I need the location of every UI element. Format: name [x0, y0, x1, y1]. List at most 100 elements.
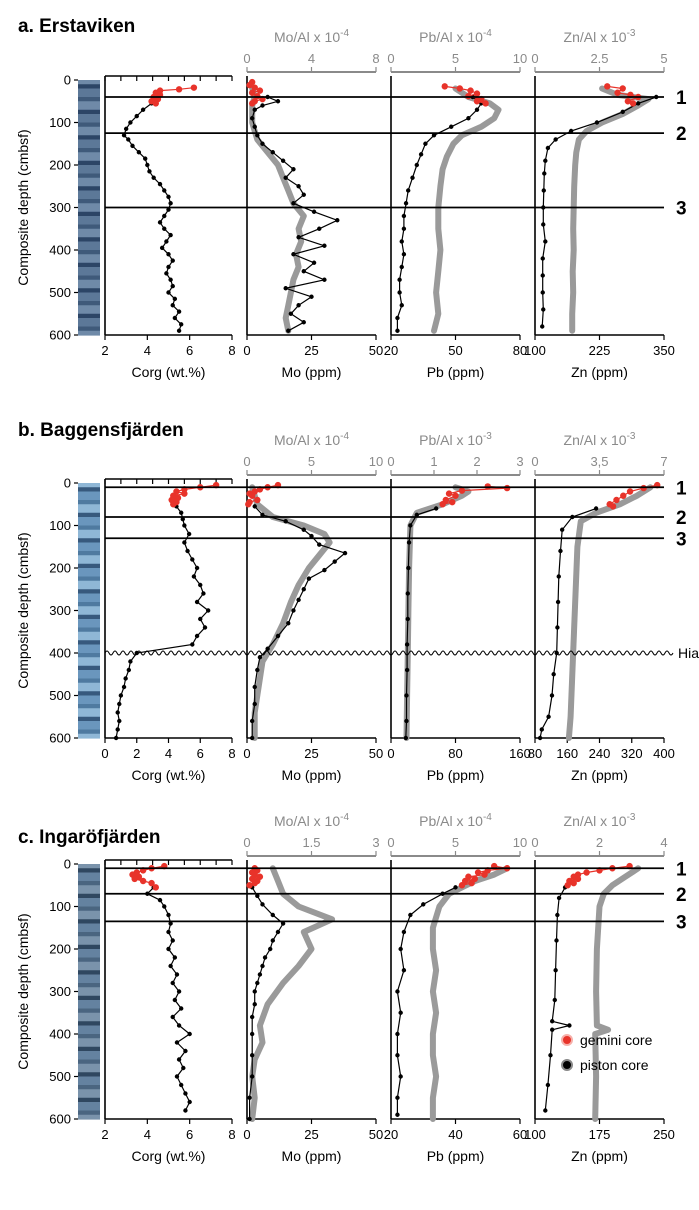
piston-point: [147, 169, 152, 174]
chart-title: c. Ingaröfjärden: [18, 827, 161, 848]
top-tick-label: 1.5: [302, 835, 320, 850]
panel: 0 25 50 Mo (ppm) 0 4 8 Mo/Al x 10-4: [243, 28, 383, 380]
piston-point: [170, 283, 175, 289]
top-tick-label: 10: [369, 454, 383, 469]
core-band: [78, 949, 100, 954]
gemini-point: [245, 501, 252, 508]
piston-point: [130, 143, 135, 149]
piston-point: [545, 145, 551, 151]
gemini-point: [439, 501, 446, 508]
core-band: [78, 241, 100, 247]
piston-point: [187, 1031, 192, 1037]
core-band: [78, 521, 100, 527]
piston-point: [176, 1023, 182, 1028]
core-band: [78, 220, 100, 226]
core-band: [78, 97, 100, 102]
piston-point: [176, 1057, 182, 1062]
core-band: [78, 585, 100, 590]
core-band: [78, 670, 100, 675]
core-band: [78, 80, 100, 85]
piston-point: [554, 938, 559, 943]
gemini-point: [248, 492, 256, 499]
piston-point: [249, 1053, 255, 1058]
core-band: [78, 868, 100, 874]
gemini-point: [620, 492, 627, 499]
piston-point: [322, 277, 327, 282]
piston-point: [296, 597, 301, 603]
core-band: [78, 275, 100, 281]
panel: 0 80 160 Pb (ppm) 0 1 2 3 Pb/Al x 10-3: [387, 431, 530, 783]
core-band: [78, 678, 100, 684]
core-band: [78, 1008, 100, 1014]
piston-point: [179, 322, 184, 327]
piston-point: [406, 565, 411, 571]
piston-point: [198, 616, 203, 622]
piston-point: [540, 256, 545, 261]
top-axis-label: Mo/Al x 10-4: [274, 431, 349, 448]
piston-point: [157, 220, 163, 225]
y-tick-label: 0: [64, 857, 71, 872]
core-band: [78, 245, 100, 251]
x-tick-label: 350: [653, 343, 675, 358]
top-tick-label: 4: [660, 835, 667, 850]
core-band: [78, 627, 100, 633]
piston-point: [296, 235, 301, 240]
horizon-label: 1: [676, 478, 687, 499]
core-band: [78, 661, 100, 667]
piston-point: [159, 245, 165, 251]
ratio-series-line: [249, 865, 336, 1122]
piston-point: [403, 201, 409, 206]
core-band: [78, 944, 100, 950]
piston-point: [408, 523, 413, 528]
piston-point: [270, 912, 275, 918]
piston-point: [423, 141, 428, 146]
piston-point: [170, 258, 175, 263]
piston-series-line: [115, 506, 210, 739]
y-tick-label: 500: [49, 1069, 71, 1084]
core-band: [78, 559, 100, 565]
piston-point: [556, 574, 561, 579]
core-band: [78, 623, 100, 629]
y-tick-label: 200: [49, 561, 71, 576]
panel: 20 50 80 Pb (ppm) 0 5 10 Pb/Al x 10-4: [384, 28, 527, 380]
piston-point: [291, 252, 296, 257]
piston-point: [180, 516, 185, 522]
x-tick-label: 4: [144, 1127, 151, 1142]
piston-point: [401, 929, 407, 935]
y-tick-label: 200: [49, 942, 71, 957]
piston-point: [176, 309, 182, 314]
gemini-point: [626, 488, 634, 495]
x-tick-label: 400: [653, 746, 675, 761]
x-tick-label: 25: [304, 746, 318, 761]
core-band: [78, 271, 100, 277]
piston-point: [342, 550, 348, 556]
core-band: [78, 534, 100, 539]
piston-point: [136, 150, 142, 155]
gemini-point: [131, 875, 138, 883]
y-tick-label: 600: [49, 328, 71, 343]
core-band: [78, 708, 100, 714]
gemini-point: [468, 879, 475, 887]
ratio-series-line: [569, 85, 652, 334]
core-band: [78, 1106, 100, 1112]
gemini-point: [148, 879, 155, 887]
core-band: [78, 258, 100, 264]
gemini-point: [624, 98, 632, 105]
piston-point: [179, 510, 184, 515]
piston-point: [301, 192, 306, 197]
ratio-series-line: [403, 484, 472, 741]
x-tick-label: 0: [243, 1127, 250, 1142]
core-band: [78, 864, 100, 869]
x-tick-label: 2: [101, 1127, 108, 1142]
piston-point: [555, 912, 560, 918]
ratio-series-line: [592, 865, 642, 1122]
piston-point: [190, 642, 195, 647]
piston-point: [172, 997, 178, 1003]
core-band: [78, 186, 100, 192]
x-tick-label: 4: [144, 343, 151, 358]
piston-point: [555, 625, 560, 630]
piston-point: [260, 512, 265, 518]
gemini-point: [246, 81, 253, 89]
top-tick-label: 4: [308, 51, 315, 66]
